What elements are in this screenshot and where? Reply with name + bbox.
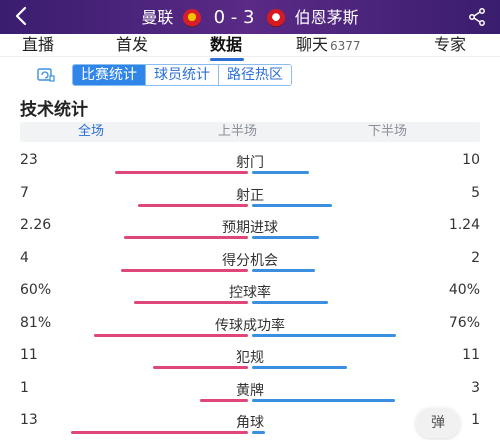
stat-label: 射正 xyxy=(236,188,264,204)
stat-home-bar xyxy=(138,204,248,207)
subtab-player-stats[interactable]: 球员统计 xyxy=(145,65,218,85)
stat-home-bar xyxy=(134,301,248,304)
stat-away-bar xyxy=(252,171,309,174)
tab-chat-label: 聊天 xyxy=(296,35,329,54)
tab-expert[interactable]: 专家 xyxy=(434,35,467,54)
stat-home-value: 1 xyxy=(20,380,29,396)
stat-home-value: 4 xyxy=(20,250,29,266)
stat-away-bar xyxy=(252,204,332,207)
stats-subtabs: 比赛统计 球员统计 路径热区 xyxy=(72,64,292,86)
tab-chat[interactable]: 聊天 6377 xyxy=(296,34,361,57)
share-icon[interactable] xyxy=(466,6,488,28)
tab-data[interactable]: 数据 xyxy=(210,35,243,54)
stat-label: 得分机会 xyxy=(222,253,278,269)
stat-away-value: 2 xyxy=(471,250,480,266)
stat-away-bar xyxy=(252,334,396,337)
stat-home-value: 2.26 xyxy=(20,217,52,233)
stat-home-bar xyxy=(115,171,248,174)
stat-away-bar xyxy=(252,269,315,272)
stat-home-bar xyxy=(94,334,248,337)
stat-home-value: 23 xyxy=(20,152,38,168)
stat-label: 射门 xyxy=(236,155,264,171)
stat-away-value: 3 xyxy=(471,380,480,396)
tabs-divider xyxy=(0,56,500,57)
home-team-name: 曼联 xyxy=(141,7,174,27)
stat-home-value: 81% xyxy=(20,315,52,331)
stat-away-bar xyxy=(252,236,319,239)
away-team-crest-icon xyxy=(266,8,285,27)
tab-live[interactable]: 直播 xyxy=(22,35,55,54)
stat-home-bar xyxy=(200,399,248,402)
stat-label: 控球率 xyxy=(229,285,271,301)
main-tabs: 直播 首发 数据 聊天 6377 专家 xyxy=(0,34,500,62)
tab-lineup[interactable]: 首发 xyxy=(116,35,149,54)
period-second-half[interactable]: 下半场 xyxy=(368,124,408,139)
subtab-heat-zones[interactable]: 路径热区 xyxy=(218,65,291,85)
stat-away-value: 11 xyxy=(462,347,480,363)
stat-home-bar xyxy=(71,431,248,434)
danmu-button[interactable]: 弹 xyxy=(416,408,460,438)
chevron-left-icon[interactable] xyxy=(14,5,28,31)
stat-home-value: 11 xyxy=(20,347,38,363)
refresh-icon[interactable] xyxy=(36,66,56,84)
stat-away-bar xyxy=(252,301,328,304)
stat-home-value: 13 xyxy=(20,412,38,428)
period-first-half[interactable]: 上半场 xyxy=(218,124,258,139)
stat-away-bar xyxy=(252,366,347,369)
stat-home-value: 60% xyxy=(20,282,52,298)
stat-away-value: 76% xyxy=(448,315,480,331)
stat-label: 犯规 xyxy=(236,350,264,366)
stat-home-bar xyxy=(121,269,248,272)
tab-chat-count: 6377 xyxy=(330,39,361,53)
stat-home-value: 7 xyxy=(20,185,29,201)
stat-label: 预期进球 xyxy=(222,220,278,236)
active-tab-indicator xyxy=(210,58,244,61)
away-team-name: 伯恩茅斯 xyxy=(294,7,359,27)
stat-label: 传球成功率 xyxy=(215,318,285,334)
stat-away-bar xyxy=(252,399,395,402)
stat-away-value: 5 xyxy=(471,185,480,201)
stat-label: 角球 xyxy=(236,415,264,431)
period-full[interactable]: 全场 xyxy=(78,124,105,139)
stat-label: 黄牌 xyxy=(236,383,264,399)
stat-away-value: 10 xyxy=(462,152,480,168)
subtab-match-stats[interactable]: 比赛统计 xyxy=(73,65,145,85)
stat-away-value: 1.24 xyxy=(448,217,480,233)
home-team-crest-icon xyxy=(183,8,202,27)
chevron-left-icon-svg xyxy=(15,6,27,26)
match-title: 曼联 0 - 3 伯恩茅斯 xyxy=(0,7,500,28)
period-selector: 全场 上半场 下半场 xyxy=(20,122,480,142)
stat-home-bar xyxy=(153,366,248,369)
stat-away-value: 1 xyxy=(471,412,480,428)
section-title: 技术统计 xyxy=(20,100,88,120)
match-header: 曼联 0 - 3 伯恩茅斯 xyxy=(0,0,500,34)
stat-away-value: 40% xyxy=(448,282,480,298)
stat-home-bar xyxy=(124,236,248,239)
match-score: 0 - 3 xyxy=(213,6,255,28)
stat-away-bar xyxy=(252,431,265,434)
